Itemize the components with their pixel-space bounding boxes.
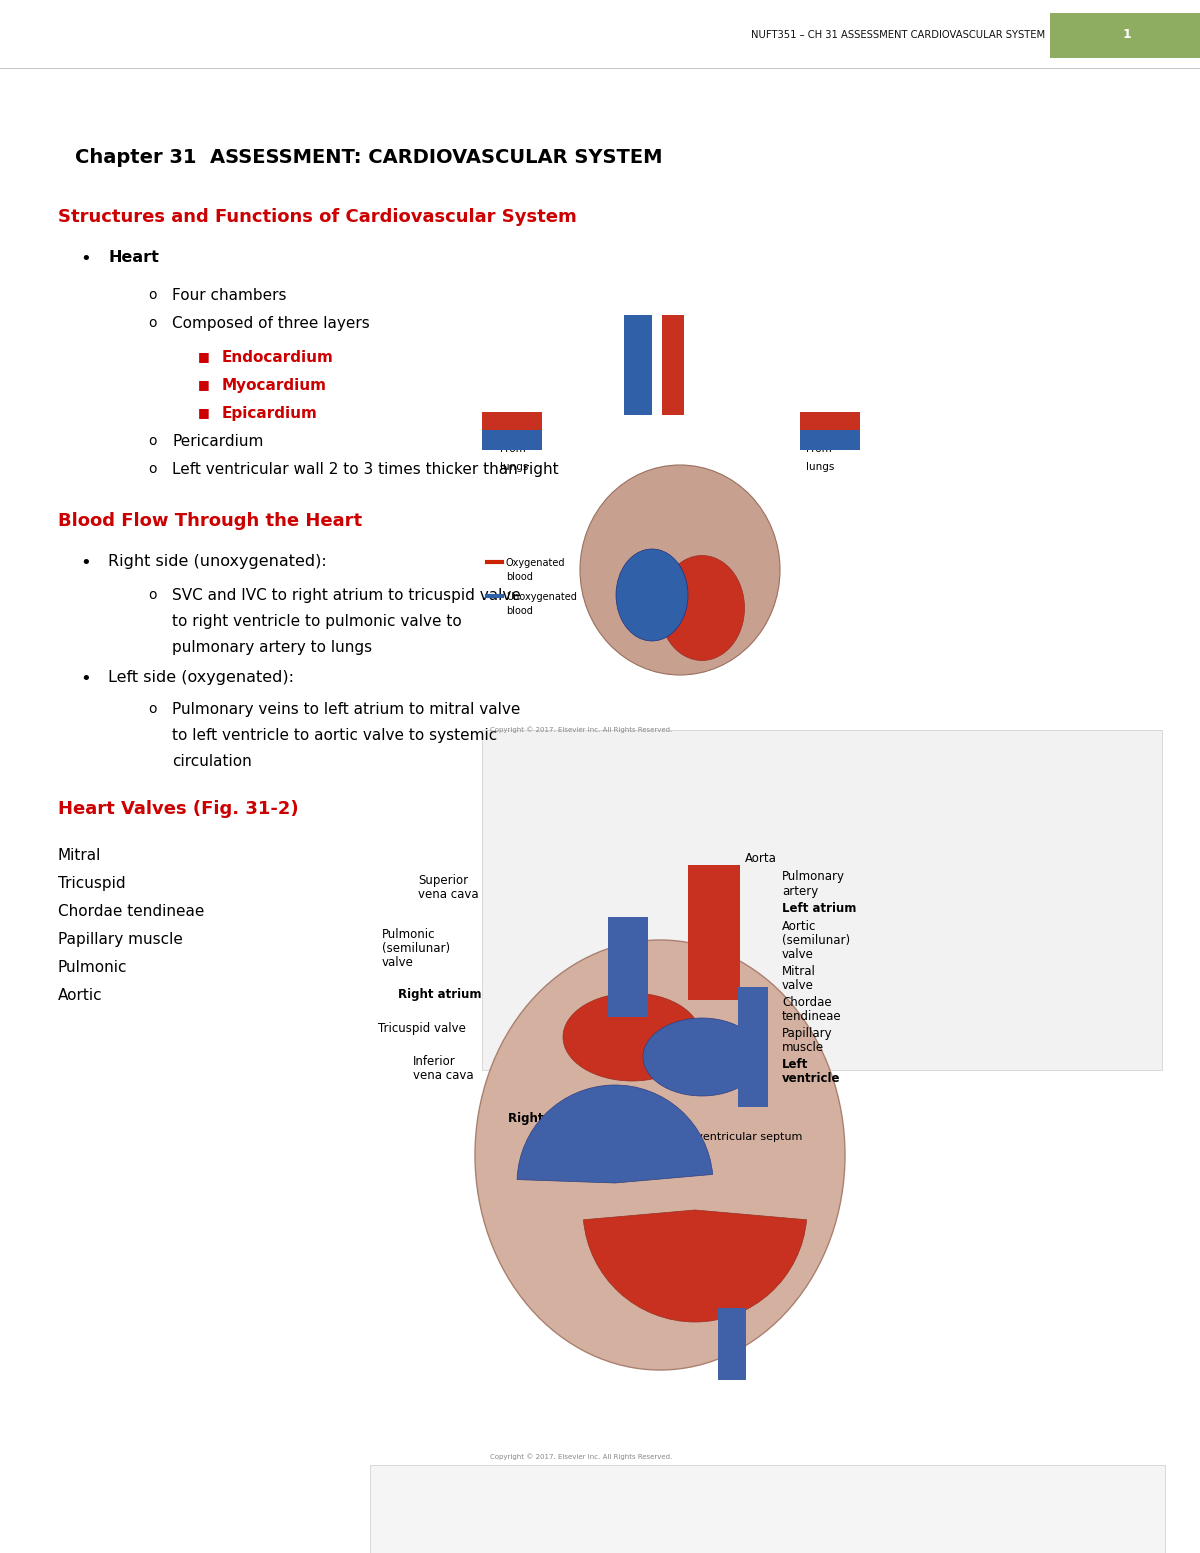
Text: Oxygenated: Oxygenated: [506, 558, 565, 568]
FancyBboxPatch shape: [718, 1308, 746, 1381]
Text: Blood Flow Through the Heart: Blood Flow Through the Heart: [58, 512, 362, 530]
Text: To lungs: To lungs: [806, 418, 848, 429]
Text: Pulmonic: Pulmonic: [382, 929, 436, 941]
Text: vena cava: vena cava: [418, 888, 479, 901]
Text: Aortic: Aortic: [782, 919, 816, 933]
FancyBboxPatch shape: [370, 1464, 1165, 1553]
Text: Chordae: Chordae: [782, 995, 832, 1009]
Text: ■: ■: [198, 405, 210, 419]
Ellipse shape: [660, 556, 744, 660]
Text: Pulmonic: Pulmonic: [58, 960, 127, 975]
Text: blood: blood: [506, 606, 533, 617]
Text: Chordae tendineae: Chordae tendineae: [58, 904, 204, 919]
Text: to left ventricle to aortic valve to systemic: to left ventricle to aortic valve to sys…: [172, 728, 497, 742]
Text: From: From: [806, 444, 832, 453]
Text: Left: Left: [782, 1058, 809, 1072]
Text: •: •: [80, 669, 91, 688]
Text: Chapter 31  ASSESSMENT: CARDIOVASCULAR SYSTEM: Chapter 31 ASSESSMENT: CARDIOVASCULAR SY…: [74, 148, 662, 168]
Text: lungs: lungs: [500, 461, 528, 472]
Text: SVC and IVC to right atrium to tricuspid valve: SVC and IVC to right atrium to tricuspid…: [172, 589, 521, 603]
Text: valve: valve: [782, 978, 814, 992]
FancyBboxPatch shape: [624, 315, 652, 415]
FancyBboxPatch shape: [800, 412, 860, 430]
Text: o: o: [148, 433, 156, 447]
Text: Right side (unoxygenated):: Right side (unoxygenated):: [108, 554, 326, 568]
Text: Structures and Functions of Cardiovascular System: Structures and Functions of Cardiovascul…: [58, 208, 577, 227]
Ellipse shape: [475, 940, 845, 1370]
Text: lungs: lungs: [806, 461, 834, 472]
Text: o: o: [148, 461, 156, 477]
Text: Composed of three layers: Composed of three layers: [172, 315, 370, 331]
Text: NUFT351 – CH 31 ASSESSMENT CARDIOVASCULAR SYSTEM: NUFT351 – CH 31 ASSESSMENT CARDIOVASCULA…: [751, 30, 1045, 40]
Text: artery: artery: [782, 885, 818, 898]
Ellipse shape: [580, 464, 780, 676]
Text: 1: 1: [1123, 28, 1132, 42]
Text: o: o: [148, 287, 156, 301]
Text: valve: valve: [782, 947, 814, 961]
Text: Copyright © 2017. Elsevier Inc. All Rights Reserved.: Copyright © 2017. Elsevier Inc. All Righ…: [490, 1454, 672, 1460]
Text: Pulmonary: Pulmonary: [782, 870, 845, 884]
Text: Mitral: Mitral: [782, 964, 816, 978]
Text: Copyright © 2017. Elsevier Inc. All Rights Reserved.: Copyright © 2017. Elsevier Inc. All Righ…: [490, 725, 672, 733]
Text: Papillary: Papillary: [782, 1027, 833, 1041]
Text: Pulmonary veins to left atrium to mitral valve: Pulmonary veins to left atrium to mitral…: [172, 702, 521, 717]
FancyBboxPatch shape: [482, 412, 542, 430]
Text: muscle: muscle: [782, 1041, 824, 1054]
FancyBboxPatch shape: [1050, 12, 1200, 57]
Text: ■: ■: [198, 349, 210, 363]
Text: Myocardium: Myocardium: [222, 377, 326, 393]
Text: o: o: [148, 702, 156, 716]
FancyBboxPatch shape: [688, 865, 740, 1000]
Text: Interventricular septum: Interventricular septum: [670, 1132, 803, 1141]
Text: Left atrium: Left atrium: [782, 902, 857, 915]
Text: Right atrium: Right atrium: [398, 988, 481, 1002]
Text: Inferior: Inferior: [413, 1054, 456, 1068]
FancyBboxPatch shape: [482, 730, 1162, 1070]
FancyBboxPatch shape: [662, 315, 684, 415]
Text: circulation: circulation: [172, 755, 252, 769]
Text: vena cava: vena cava: [413, 1068, 474, 1082]
Text: Heart Valves (Fig. 31-2): Heart Valves (Fig. 31-2): [58, 800, 299, 818]
Text: to right ventricle to pulmonic valve to: to right ventricle to pulmonic valve to: [172, 613, 462, 629]
FancyBboxPatch shape: [738, 988, 768, 1107]
Text: Superior: Superior: [418, 874, 468, 887]
Ellipse shape: [643, 1019, 761, 1096]
Text: Heart: Heart: [108, 250, 158, 266]
Text: o: o: [148, 589, 156, 603]
Text: •: •: [80, 554, 91, 572]
Text: •: •: [80, 250, 91, 269]
Text: o: o: [148, 315, 156, 329]
Text: ■: ■: [198, 377, 210, 391]
Text: Four chambers: Four chambers: [172, 287, 287, 303]
Text: Aorta: Aorta: [745, 853, 776, 865]
FancyBboxPatch shape: [482, 427, 542, 450]
Text: Right ventricle: Right ventricle: [508, 1112, 606, 1124]
Ellipse shape: [563, 992, 701, 1081]
Text: Unoxygenated: Unoxygenated: [506, 592, 577, 603]
Text: (semilunar): (semilunar): [782, 933, 850, 947]
Text: Left ventricular wall 2 to 3 times thicker than right: Left ventricular wall 2 to 3 times thick…: [172, 461, 559, 477]
Text: blood: blood: [506, 572, 533, 582]
Text: pulmonary artery to lungs: pulmonary artery to lungs: [172, 640, 372, 655]
Text: (semilunar): (semilunar): [382, 943, 450, 955]
Wedge shape: [583, 1210, 806, 1322]
Text: Aortic: Aortic: [58, 988, 103, 1003]
Ellipse shape: [616, 550, 688, 641]
Text: Papillary muscle: Papillary muscle: [58, 932, 182, 947]
Text: Pericardium: Pericardium: [172, 433, 263, 449]
FancyBboxPatch shape: [608, 916, 648, 1017]
Text: Mitral: Mitral: [58, 848, 101, 863]
Text: tendineae: tendineae: [782, 1009, 841, 1023]
Text: ventricle: ventricle: [782, 1072, 840, 1086]
Text: To lungs: To lungs: [500, 418, 542, 429]
Text: Left side (oxygenated):: Left side (oxygenated):: [108, 669, 294, 685]
Text: valve: valve: [382, 957, 414, 969]
FancyBboxPatch shape: [800, 427, 860, 450]
Text: Endocardium: Endocardium: [222, 349, 334, 365]
Text: Tricuspid: Tricuspid: [58, 876, 126, 891]
Text: Epicardium: Epicardium: [222, 405, 318, 421]
Text: From: From: [500, 444, 526, 453]
Wedge shape: [517, 1086, 713, 1183]
Text: Tricuspid valve: Tricuspid valve: [378, 1022, 466, 1034]
